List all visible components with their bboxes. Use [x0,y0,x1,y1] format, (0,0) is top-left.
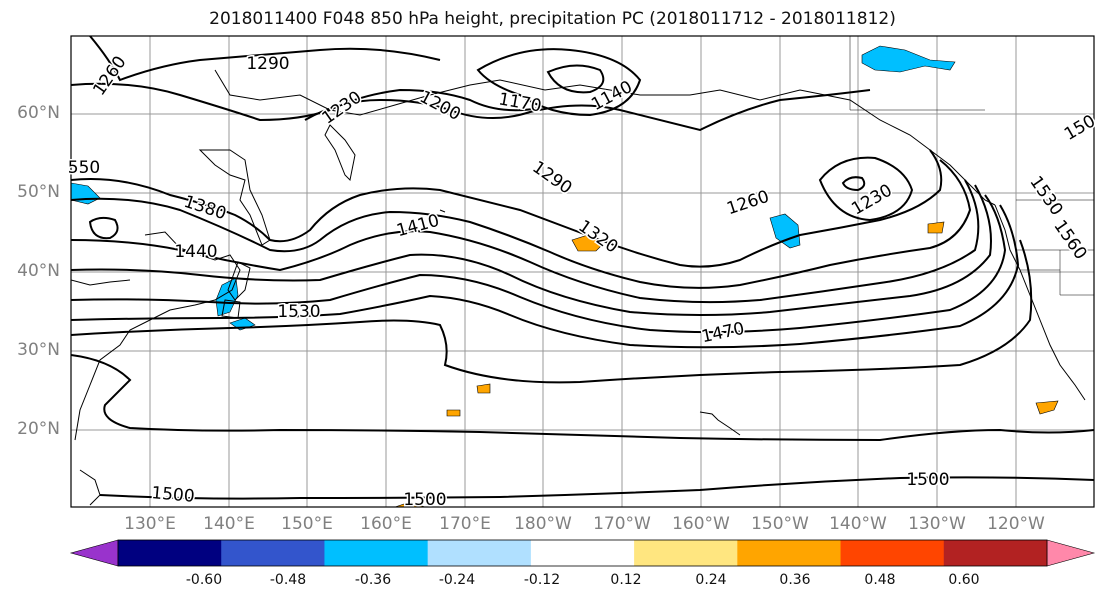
lon-label: 140°W [829,514,887,534]
colorbar-swatch [118,540,222,566]
contour-label: 1500 [906,470,949,490]
colorbar-swatch [737,540,842,566]
lon-label: 130°E [124,514,176,534]
height-contours [71,36,1094,500]
colorbar-tick-label: -0.60 [185,572,223,588]
map-title: 2018011400 F048 850 hPa height, precipit… [209,9,896,29]
country-borders [849,36,1094,296]
colorbar-tick-label: -0.48 [269,572,307,588]
map-border [70,35,1095,508]
lat-label: 30°N [17,340,60,360]
colorbar-swatch [324,540,429,566]
colorbar-tick-label: -0.12 [523,572,561,588]
contour-label: 550 [68,158,100,178]
colorbar-tick-label: 0.60 [948,572,980,588]
lon-label: 140°E [203,514,255,534]
contour-label: 1290 [246,54,289,74]
contour-label: 1440 [174,242,217,262]
colorbar-swatch [530,540,635,566]
lat-label: 50°N [17,182,60,202]
lon-label: 160°W [672,514,730,534]
colorbar-tick-label: 0.36 [779,572,811,588]
contour-label: 1530 [277,302,320,322]
lon-label: 160°E [360,514,412,534]
lon-label: 130°W [908,514,966,534]
lon-label: 170°E [439,514,491,534]
colorbar-min-arrow [69,539,119,567]
contour-label: 1500 [151,483,196,507]
colorbar-swatch [427,540,532,566]
lat-label: 40°N [17,261,60,281]
colorbar [69,539,1096,567]
lon-label: 170°W [593,514,651,534]
colorbar-swatch [840,540,945,566]
colorbar-swatch [943,540,1048,566]
colorbar-swatch [634,540,738,566]
colorbar-tick-label: -0.24 [438,572,476,588]
contour-label: 1500 [403,490,446,510]
lat-label: 60°N [17,103,60,123]
colorbar-max-arrow [1046,539,1096,567]
lon-label: 150°W [751,514,809,534]
lon-label: 180°W [514,514,572,534]
lat-label: 20°N [17,419,60,439]
colorbar-swatch [221,540,325,566]
colorbar-tick-label: 0.12 [610,572,642,588]
positive-precip-patches [394,221,1059,507]
colorbar-tick-label: 0.48 [864,572,896,588]
colorbar-tick-label: 0.24 [695,572,727,588]
lon-label: 120°W [987,514,1045,534]
lon-label: 150°E [281,514,333,534]
colorbar-tick-label: -0.36 [354,572,392,588]
